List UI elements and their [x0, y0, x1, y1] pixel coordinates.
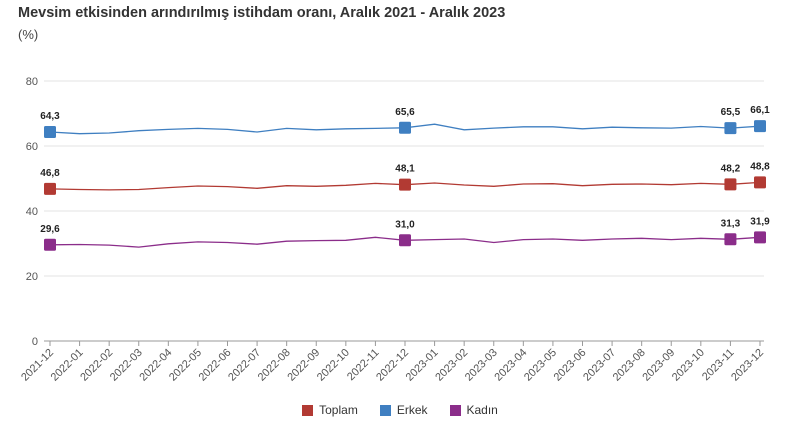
- legend: Toplam Erkek Kadın: [0, 403, 800, 417]
- y-tick-label: 20: [26, 271, 38, 283]
- x-tick-label: 2023-12: [729, 347, 766, 384]
- data-label: 46,8: [40, 168, 60, 179]
- data-point-marker[interactable]: [724, 122, 737, 135]
- data-point-marker[interactable]: [754, 120, 766, 133]
- y-tick-label: 80: [26, 76, 38, 88]
- y-tick-label: 40: [26, 206, 38, 218]
- x-tick-label: 2023-10: [670, 347, 707, 384]
- data-label: 29,6: [40, 224, 60, 235]
- legend-item-kadin[interactable]: Kadın: [449, 403, 498, 417]
- data-label: 48,2: [721, 163, 741, 174]
- x-tick-label: 2022-10: [315, 347, 352, 384]
- data-point-marker[interactable]: [724, 233, 737, 246]
- data-point-marker[interactable]: [754, 176, 766, 189]
- data-label: 31,9: [750, 216, 770, 227]
- series-markers: [44, 120, 766, 251]
- y-axis: 0 20 40 60 80: [26, 76, 38, 348]
- data-label: 66,1: [750, 105, 770, 116]
- y-tick-label: 0: [32, 336, 38, 348]
- data-point-marker[interactable]: [44, 238, 56, 251]
- legend-label-kadin: Kadın: [466, 403, 498, 417]
- data-point-marker[interactable]: [399, 178, 411, 191]
- data-label: 65,5: [721, 107, 741, 118]
- chart-unit-label: (%): [18, 27, 39, 42]
- data-point-marker[interactable]: [399, 121, 411, 134]
- legend-swatch-erkek: [379, 404, 391, 416]
- data-point-marker[interactable]: [399, 234, 411, 247]
- legend-swatch-kadin: [449, 404, 461, 416]
- data-label: 31,3: [721, 218, 741, 229]
- legend-swatch-toplam: [302, 404, 314, 416]
- data-label: 48,1: [395, 164, 415, 175]
- data-point-marker[interactable]: [754, 231, 766, 244]
- legend-label-erkek: Erkek: [396, 403, 428, 417]
- x-axis: 2021-122022-012022-022022-032022-042022-…: [19, 341, 766, 384]
- legend-item-toplam[interactable]: Toplam: [302, 403, 358, 417]
- data-point-marker[interactable]: [724, 178, 737, 191]
- data-point-marker[interactable]: [44, 182, 56, 195]
- data-labels: 46,8 48,1 48,2 48,8 64,3 65,6 65,5 66,1 29,6 31,0…: [40, 105, 770, 235]
- data-label: 31,0: [395, 219, 415, 230]
- data-label: 64,3: [40, 111, 60, 122]
- data-point-marker[interactable]: [44, 126, 56, 139]
- y-tick-label: 60: [26, 141, 38, 153]
- data-label: 65,6: [395, 107, 415, 118]
- data-label: 48,8: [750, 161, 770, 172]
- gridlines: [44, 80, 764, 342]
- legend-item-erkek[interactable]: Erkek: [379, 403, 428, 417]
- legend-label-toplam: Toplam: [319, 403, 358, 417]
- chart-title: Mevsim etkisinden arındırılmış istihdam …: [18, 5, 506, 21]
